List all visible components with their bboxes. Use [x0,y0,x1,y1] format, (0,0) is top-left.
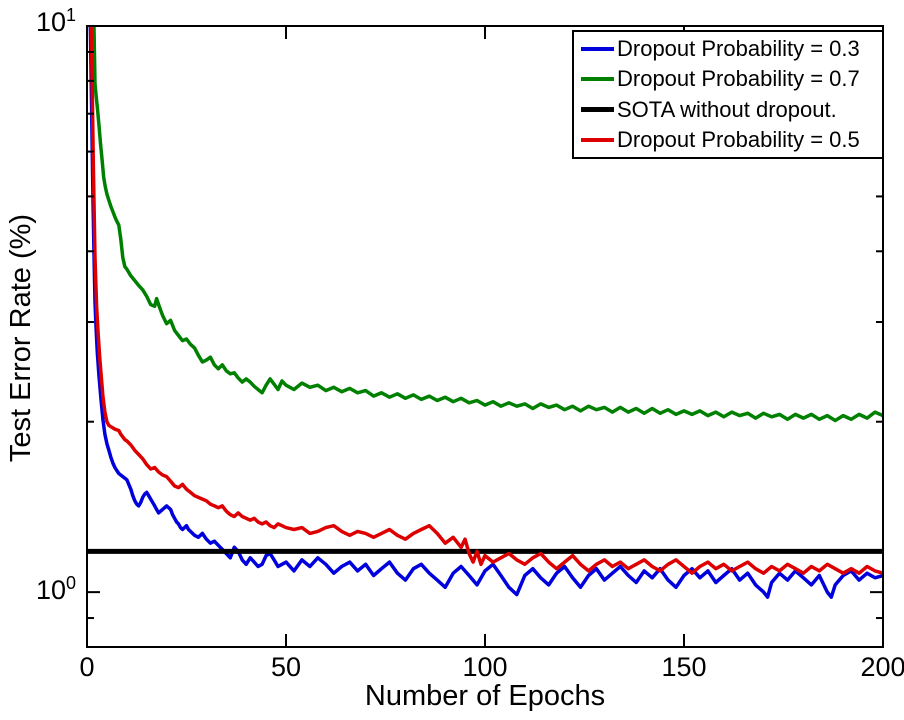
x-tick-label: 100 [462,652,508,682]
legend-label: Dropout Probability = 0.3 [617,36,860,62]
legend: Dropout Probability = 0.3 Dropout Probabi… [572,30,884,159]
x-axis-label: Number of Epochs [364,680,606,712]
series-line-dropout-0.5 [89,26,883,575]
axes-border [86,25,884,648]
y-tick-base: 10 [35,575,66,605]
legend-line-sample [581,47,614,52]
legend-label: Dropout Probability = 0.7 [617,66,860,92]
y-axis-label: Test Error Rate (%) [5,213,37,463]
y-tick-exponent: 0 [65,573,76,593]
legend-label: Dropout Probability = 0.5 [617,126,860,152]
series-line-dropout-0.3 [88,26,883,599]
y-tick-label-10-1: 101 [16,6,76,36]
legend-line-sample [581,137,614,142]
legend-line-sample [581,77,614,82]
legend-item: Dropout Probability = 0.7 [574,65,882,94]
y-tick-label-10-0: 100 [16,574,76,604]
legend-item: Dropout Probability = 0.5 [574,125,882,154]
legend-item: SOTA without dropout. [574,95,882,124]
x-tick-label: 0 [79,652,95,682]
legend-line-sample [581,107,614,113]
series-line-dropout-0.7 [92,26,883,423]
x-tick-label: 200 [860,652,904,682]
y-tick-base: 10 [35,7,66,37]
y-tick-exponent: 1 [65,5,76,25]
x-tick-label: 50 [270,652,302,682]
x-tick-label: 150 [661,652,707,682]
legend-label: SOTA without dropout. [617,96,837,122]
legend-item: Dropout Probability = 0.3 [574,35,882,64]
